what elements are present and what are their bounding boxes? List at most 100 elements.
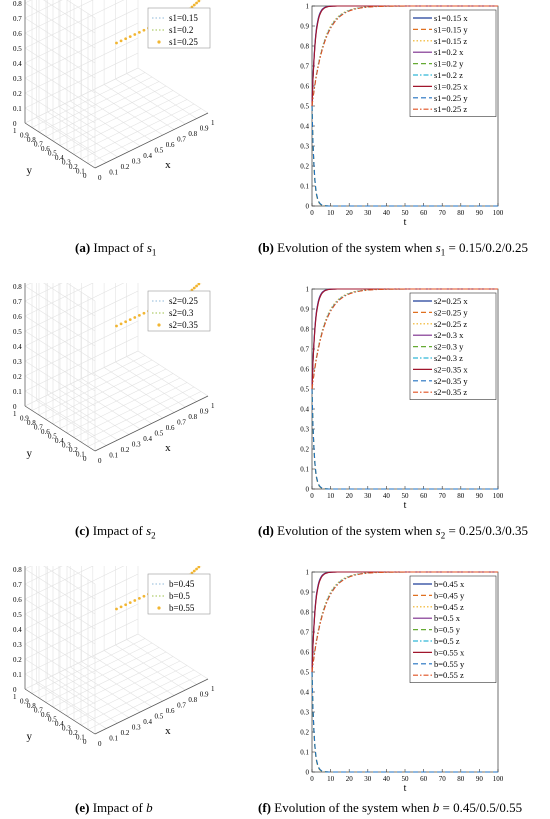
panel-d-line-plot: 0 10 20 30 40 50 60 70 80 90 100 0 0.1 0.2 0.3 0.4 0.5 0.… (285, 283, 515, 512)
x-tick-label: 0.3 (132, 724, 141, 732)
y-tick-label: 0.8 (27, 136, 36, 144)
legend-entry: b=0.55 x (434, 647, 465, 657)
y-tick-label: 0.2 (300, 163, 309, 171)
x-tick-label: 0.3 (132, 441, 141, 449)
x-axis-label: x (165, 159, 171, 171)
z-tick-label: 0.4 (13, 626, 22, 634)
z-tick-label: 0 (13, 120, 17, 128)
caption-label: (f) (258, 800, 271, 815)
series-line (311, 105, 498, 207)
caption-values: = 0.15/0.2/0.25 (445, 240, 529, 255)
x-tick-label: 10 (327, 492, 335, 500)
legend-entry: b=0.55 z (434, 670, 464, 680)
caption-label: (d) (258, 523, 274, 538)
legend-entry: b=0.55 y (434, 659, 465, 669)
legend: s1=0.15 s1=0.2 s1=0.25 (147, 7, 211, 49)
panel-e-3d-plot: 0 0 0 0.1 0.1 0.1 0.2 0.2 0.2 0.3 0.3 0.3 0.4 0.4 0.4 0… (0, 483, 230, 791)
floor-gridline (31, 72, 146, 128)
legend-entry: s1=0.15 x (434, 13, 468, 23)
trajectory-point (133, 316, 137, 319)
legend-entry: s1=0.25 z (434, 104, 467, 114)
legend-entry: s1=0.2 x (434, 47, 464, 57)
y-tick-label: 0.2 (69, 729, 78, 737)
legend-entry: s2=0.3 x (434, 330, 464, 340)
floor-gridline (24, 633, 139, 690)
x-tick-label: 0.2 (121, 446, 130, 454)
caption-variable: b (146, 800, 153, 815)
floor-gridline (103, 650, 175, 696)
z-tick-label: 0.3 (13, 641, 22, 649)
y-tick-label: 0.1 (300, 466, 309, 474)
x-tick-label: 0.5 (155, 430, 164, 438)
series-line (311, 671, 498, 773)
wall-gridline (24, 330, 96, 377)
caption-values: = 0.45/0.5/0.55 (439, 800, 523, 815)
x-tick-label: 0.1 (109, 735, 118, 743)
wall-gridline (24, 568, 96, 615)
legend-entry: s1=0.25 x (434, 81, 468, 91)
y-tick-label: 0.2 (300, 729, 309, 737)
wall-gridline (24, 0, 125, 49)
y-axis-line (24, 405, 96, 452)
legend-entry: s1=0.2 y (434, 59, 464, 69)
floor-gridline (126, 356, 197, 402)
x-tick-label: 20 (346, 492, 354, 500)
y-axis-label: y (27, 447, 33, 459)
x-tick-label: 80 (457, 775, 465, 783)
x-tick-label: 90 (476, 209, 484, 217)
y-tick-label: 0.9 (300, 306, 309, 314)
y-tick-label: 0.4 (300, 689, 309, 697)
trajectory-point (195, 1, 198, 5)
x-tick-label: 50 (402, 775, 410, 783)
x-tick-label: 0.8 (188, 696, 197, 704)
z-tick-label: 0.5 (13, 45, 22, 53)
legend-marker (157, 40, 161, 44)
y-tick-label: 0.3 (300, 709, 309, 717)
trajectory-point (192, 3, 196, 7)
floor-gridline (45, 364, 160, 420)
x-tick-label: 0.5 (155, 147, 164, 155)
x-tick-label: 0.4 (143, 435, 152, 443)
caption-text: Evolution of the system when (273, 240, 436, 255)
y-tick-label: 0.7 (300, 346, 309, 354)
floor-gridline (52, 651, 167, 708)
z-tick-label: 0.7 (13, 581, 22, 589)
y-tick-label: 0.5 (300, 669, 309, 677)
trajectory-point (119, 322, 123, 326)
z-tick-label: 0.6 (13, 596, 22, 604)
chart-b: 0 10 20 30 40 50 60 70 80 90 100 0 0.1 0.2 0.3 0.4 0.5 0.… (300, 3, 504, 229)
panel-f-line-plot: 0 10 20 30 40 50 60 70 80 90 100 0 0.1 0.2 0.3 0.4 0.5 0.… (285, 566, 515, 795)
x-tick-label: 0 (310, 775, 314, 783)
y-tick-label: 0.7 (300, 63, 309, 71)
wall-gridline (24, 315, 96, 362)
caption-variable: s1 (435, 240, 446, 258)
x-tick-label: 0.9 (200, 408, 209, 416)
floor-gridline (52, 85, 167, 142)
z-tick-label: 0.3 (13, 358, 22, 366)
caption-d: (d) Evolution of the system when s2 = 0.… (258, 523, 528, 541)
y-tick-label: 0.4 (55, 720, 64, 728)
caption-text: Evolution of the system when (271, 800, 433, 815)
legend-entry: b=0.55 (169, 603, 195, 613)
z-tick-label: 0.7 (13, 298, 22, 306)
y-tick-label: 0.6 (300, 83, 309, 91)
wall-gridline (24, 0, 94, 34)
trajectory-point (142, 311, 146, 315)
x-tick-label: 90 (476, 492, 484, 500)
z-tick-label: 0.4 (13, 60, 22, 68)
y-tick-label: 0.5 (48, 716, 57, 724)
caption-variable: s2 (435, 523, 446, 541)
series-line (311, 388, 498, 490)
wall-gridline (66, 0, 96, 19)
floor-gridline (45, 647, 160, 703)
z-tick-label: 0.7 (13, 15, 22, 23)
x-tick-label: 60 (420, 492, 428, 500)
z-tick-label: 0.6 (13, 313, 22, 321)
series-line (311, 288, 498, 390)
legend-marker (157, 323, 161, 327)
trajectory-point (115, 324, 118, 328)
chart-e: 0000.10.10.10.20.20.20.30.30.30.40.40.40… (5, 483, 215, 748)
trajectory-point (124, 320, 128, 324)
legend-marker (157, 606, 161, 610)
x-tick-label: 0.7 (177, 136, 186, 144)
